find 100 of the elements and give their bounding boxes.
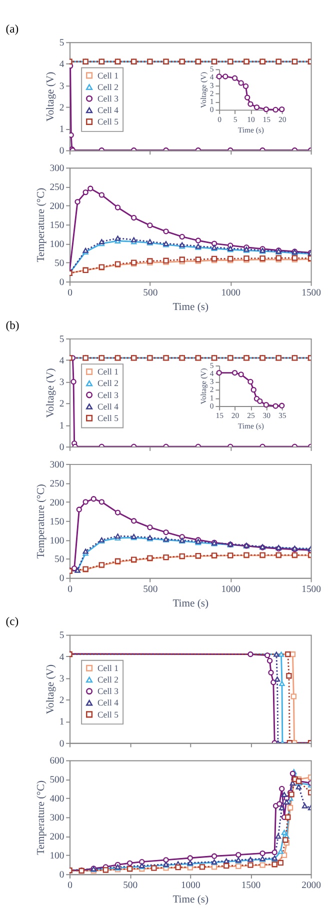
x-axis-title: Time (s): [238, 422, 264, 431]
x-tick-label: 1000: [221, 584, 241, 595]
y-tick-label: 3: [59, 377, 64, 388]
y-tick-label: 3: [210, 377, 214, 386]
y-tick-label: 0: [59, 738, 64, 750]
legend-label: Cell 4: [97, 105, 120, 116]
y-tick-label: 0: [59, 276, 64, 288]
x-tick-label: 2000: [302, 880, 322, 892]
y-tick-label: 250: [50, 478, 64, 490]
y-tick-label: 5: [59, 630, 64, 642]
y-tick-label: 5: [59, 334, 64, 345]
x-tick-label: 1500: [241, 880, 261, 892]
legend-label: Cell 5: [97, 412, 118, 423]
legend-label: Cell 3: [97, 390, 118, 400]
x-tick-label: 5: [233, 114, 238, 124]
legend-label: Cell 5: [97, 116, 118, 127]
y-tick-label: 3: [210, 80, 214, 90]
y-tick-label: 5: [210, 360, 214, 370]
x-tick-label: 15: [216, 411, 224, 420]
y-tick-label: 300: [50, 163, 64, 174]
x-tick-label: 500: [143, 584, 158, 595]
y-tick-label: 5: [210, 64, 214, 74]
y-tick-label: 1: [210, 393, 214, 402]
y-tick-label: 200: [50, 200, 64, 212]
y-tick-label: 1: [59, 420, 64, 432]
x-tick-label: 30: [262, 411, 271, 420]
y-tick-label: 4: [210, 72, 214, 82]
x-tick-label: 1000: [180, 880, 200, 892]
legend-label: Cell 4: [97, 401, 120, 412]
y-tick-label: 200: [50, 832, 64, 843]
y-axis-title: Voltage (V): [199, 368, 208, 404]
y-tick-label: 4: [59, 355, 64, 366]
y-axis-title: Voltage (V): [46, 664, 57, 714]
y-tick-label: 250: [50, 182, 64, 193]
x-tick-label: 20: [278, 114, 286, 124]
x-axis-title: Time (s): [172, 302, 210, 313]
chart-title: (c): [6, 615, 19, 628]
y-tick-label: 100: [50, 238, 64, 250]
y-tick-label: 0: [59, 870, 64, 881]
y-tick-label: 50: [54, 554, 64, 566]
y-tick-label: 0: [59, 146, 64, 157]
y-tick-label: 4: [59, 59, 64, 70]
legend-label: Cell 4: [97, 698, 120, 708]
y-tick-label: 5: [59, 38, 64, 49]
y-tick-label: 150: [50, 516, 64, 528]
x-tick-label: 0: [68, 880, 73, 892]
x-tick-label: 20: [231, 411, 240, 420]
x-tick-label: 0: [68, 288, 73, 299]
x-tick-label: 25: [247, 411, 255, 420]
y-tick-label: 50: [54, 258, 64, 269]
y-axis-title: Temperature (°C): [36, 780, 47, 855]
y-tick-label: 2: [59, 102, 64, 114]
y-tick-label: 2: [210, 88, 214, 98]
x-tick-label: 35: [278, 411, 286, 420]
y-tick-label: 3: [59, 80, 64, 92]
legend-label: Cell 2: [97, 674, 118, 685]
x-tick-label: 0: [68, 584, 73, 595]
legend-label: Cell 1: [97, 662, 118, 673]
legend-label: Cell 1: [97, 70, 118, 80]
y-tick-label: 2: [59, 695, 64, 706]
y-axis-title: Voltage (V): [199, 71, 208, 108]
x-axis-title: Time (s): [238, 125, 264, 134]
legend-label: Cell 5: [97, 709, 118, 720]
y-tick-label: 500: [50, 774, 64, 786]
x-tick-label: 500: [123, 880, 138, 892]
y-tick-label: 1: [59, 124, 64, 136]
y-tick-label: 100: [50, 535, 64, 546]
x-axis-title: Time (s): [172, 894, 210, 906]
y-tick-label: 0: [59, 573, 64, 584]
legend-label: Cell 3: [97, 94, 118, 104]
y-tick-label: 3: [59, 673, 64, 684]
y-tick-label: 2: [59, 398, 64, 410]
y-tick-label: 400: [50, 794, 64, 805]
x-tick-label: 0: [218, 114, 222, 124]
y-tick-label: 150: [50, 220, 64, 231]
chart-title: (b): [6, 318, 20, 332]
chart-title: (a): [6, 22, 19, 36]
x-tick-label: 500: [143, 288, 158, 299]
y-tick-label: 1: [210, 97, 214, 106]
y-axis-title: Voltage (V): [46, 368, 57, 418]
y-tick-label: 4: [59, 652, 64, 663]
y-tick-label: 0: [210, 105, 214, 114]
legend-label: Cell 2: [97, 82, 118, 92]
x-axis-title: Time (s): [172, 598, 210, 610]
x-tick-label: 15: [262, 114, 271, 124]
y-tick-label: 2: [210, 385, 214, 394]
y-tick-label: 0: [59, 442, 64, 453]
y-tick-label: 200: [50, 497, 64, 508]
legend-label: Cell 2: [97, 378, 118, 388]
legend-label: Cell 3: [97, 686, 118, 696]
x-tick-label: 1500: [302, 288, 322, 299]
y-tick-label: 4: [210, 369, 214, 378]
y-tick-label: 300: [50, 812, 64, 824]
y-tick-label: 600: [50, 756, 64, 767]
legend-label: Cell 1: [97, 366, 118, 377]
y-tick-label: 1: [59, 716, 64, 728]
x-tick-label: 10: [247, 114, 255, 124]
y-tick-label: 0: [210, 401, 214, 410]
x-tick-label: 1500: [302, 584, 322, 595]
y-axis-title: Voltage (V): [46, 71, 57, 122]
